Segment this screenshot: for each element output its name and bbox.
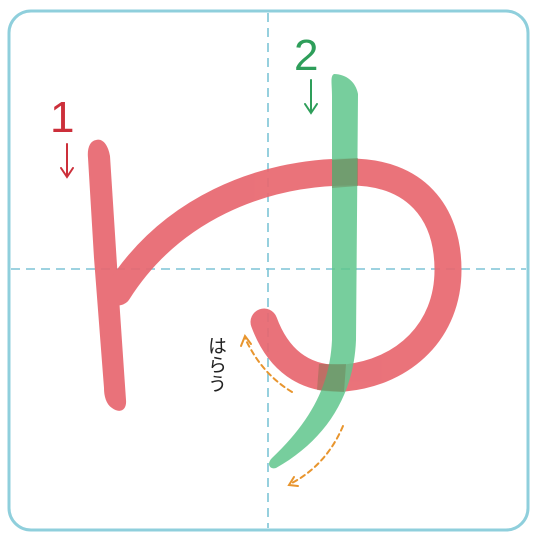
overlap-lower xyxy=(317,364,346,392)
stroke-1-number: 1 xyxy=(50,93,75,142)
stroke-1-direction-arrow xyxy=(60,143,74,179)
stroke-2-body xyxy=(269,74,358,469)
overlap-upper xyxy=(332,158,358,188)
stroke-2-direction-arrow xyxy=(304,79,318,115)
harau-arrow-upper xyxy=(240,333,293,393)
stroke-2-number: 2 xyxy=(294,31,319,80)
stroke-2 xyxy=(269,74,358,469)
stroke-1-vertical xyxy=(87,139,127,411)
stroke-1-tail xyxy=(254,314,280,352)
harau-arrow-lower xyxy=(287,425,344,487)
harau-label: はらう xyxy=(205,336,227,393)
